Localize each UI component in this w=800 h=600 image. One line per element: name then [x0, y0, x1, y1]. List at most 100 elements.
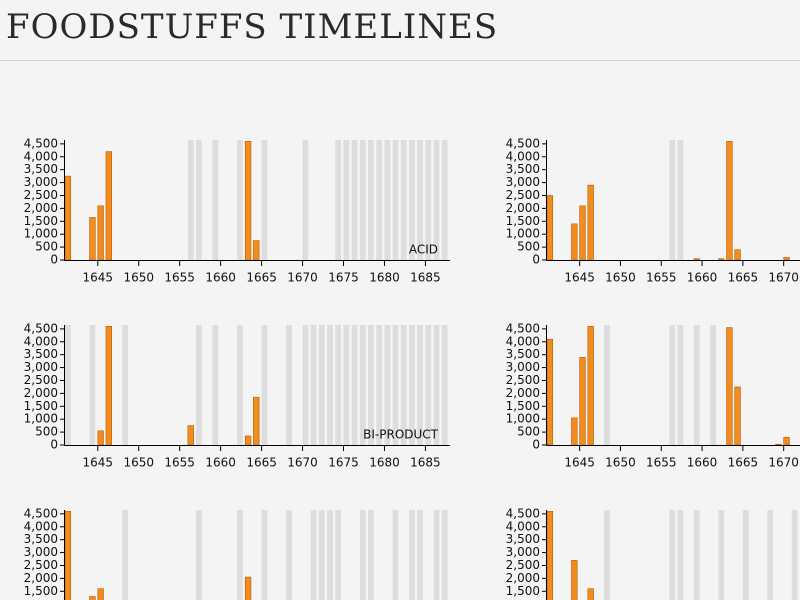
- y-tick-label: 2,500: [24, 558, 58, 572]
- bar: [546, 510, 554, 600]
- y-tick-label: 1,500: [506, 214, 540, 228]
- y-tick-label: 1,000: [506, 412, 540, 426]
- x-tick-label: 1655: [164, 271, 195, 285]
- y-tick-label: 2,000: [506, 201, 540, 215]
- y-tick-label: 4,500: [506, 321, 540, 335]
- x-tick-label: 1660: [205, 456, 236, 470]
- shaded-year: [409, 325, 415, 445]
- shaded-year: [718, 510, 725, 600]
- shaded-year: [318, 510, 325, 600]
- shaded-year: [441, 140, 448, 260]
- y-tick-label: 3,500: [24, 532, 58, 546]
- timeline-chart: 05001,0001,5002,0002,5003,0003,5004,0004…: [24, 136, 450, 285]
- y-tick-label: 3,000: [24, 360, 58, 374]
- y-tick-label: 2,000: [24, 201, 58, 215]
- bar: [571, 223, 578, 261]
- shaded-year: [669, 140, 676, 260]
- y-tick-label: 3,000: [506, 545, 540, 559]
- shaded-year: [335, 510, 342, 600]
- shaded-year: [310, 325, 317, 445]
- shaded-year: [669, 510, 676, 600]
- bar: [187, 425, 194, 446]
- shaded-year: [400, 140, 407, 260]
- y-tick-label: 3,000: [24, 175, 58, 189]
- shaded-year: [261, 325, 268, 445]
- bar: [571, 560, 578, 600]
- bar: [244, 435, 252, 446]
- y-tick-label: 2,500: [506, 373, 540, 387]
- x-tick-label: 1650: [605, 456, 636, 470]
- shaded-year: [335, 140, 342, 260]
- shaded-year: [196, 325, 202, 445]
- shaded-year: [425, 325, 432, 445]
- shaded-year: [261, 510, 268, 600]
- shaded-year: [343, 325, 350, 445]
- shaded-year: [368, 140, 374, 260]
- x-tick-label: 1650: [123, 456, 154, 470]
- x-tick-label: 1670: [287, 456, 318, 470]
- chart-label: BI-PRODUCT: [363, 428, 439, 442]
- x-tick-label: 1675: [328, 456, 359, 470]
- shaded-year: [604, 325, 610, 445]
- x-tick-label: 1645: [564, 271, 595, 285]
- shaded-year: [196, 510, 202, 600]
- shaded-year: [392, 510, 399, 600]
- x-tick-label: 1685: [410, 456, 441, 470]
- bar: [253, 396, 260, 446]
- x-tick-label: 1670: [768, 271, 799, 285]
- shaded-year: [65, 325, 71, 445]
- bar: [244, 140, 252, 261]
- shaded-year: [433, 325, 440, 445]
- shaded-year: [384, 140, 391, 260]
- y-tick-label: 500: [35, 425, 58, 439]
- x-tick-label: 1680: [369, 456, 400, 470]
- shaded-year: [302, 140, 309, 260]
- x-tick-label: 1645: [564, 456, 595, 470]
- y-tick-label: 3,000: [506, 360, 540, 374]
- shaded-year: [196, 140, 202, 260]
- y-tick-label: 1,000: [24, 227, 58, 241]
- shaded-year: [400, 325, 407, 445]
- bar: [579, 356, 586, 446]
- shaded-year: [409, 510, 415, 600]
- bar: [89, 596, 96, 600]
- y-tick-label: 4,500: [24, 321, 58, 335]
- shaded-year: [237, 510, 243, 600]
- shaded-year: [693, 325, 700, 445]
- y-tick-label: 1,500: [506, 584, 540, 598]
- y-tick-label: 1,000: [24, 412, 58, 426]
- y-tick-label: 1,500: [24, 214, 58, 228]
- bar: [89, 217, 96, 261]
- shaded-year: [392, 140, 399, 260]
- bar: [64, 175, 72, 261]
- y-tick-label: 500: [517, 240, 540, 254]
- shaded-year: [417, 325, 423, 445]
- bar: [105, 151, 112, 261]
- bar: [726, 140, 733, 261]
- y-tick-label: 1,000: [506, 227, 540, 241]
- shaded-year: [351, 325, 358, 445]
- y-tick-label: 4,000: [24, 519, 58, 533]
- shaded-year: [327, 325, 333, 445]
- y-tick-label: 4,500: [506, 506, 540, 520]
- y-tick-label: 3,500: [24, 347, 58, 361]
- y-tick-label: 3,500: [506, 347, 540, 361]
- bar: [783, 257, 790, 261]
- x-tick-label: 1670: [287, 271, 318, 285]
- y-tick-label: 4,500: [24, 136, 58, 150]
- bar: [546, 338, 554, 446]
- y-tick-label: 500: [35, 240, 58, 254]
- shaded-year: [677, 140, 684, 260]
- y-tick-label: 2,000: [24, 386, 58, 400]
- y-tick-label: 4,000: [24, 334, 58, 348]
- y-tick-label: 4,000: [506, 519, 540, 533]
- y-tick-label: 3,500: [506, 162, 540, 176]
- x-tick-label: 1665: [246, 271, 277, 285]
- x-tick-label: 1655: [164, 456, 195, 470]
- shaded-year: [767, 510, 774, 600]
- y-tick-label: 3,500: [24, 162, 58, 176]
- shaded-year: [392, 325, 399, 445]
- bar: [571, 417, 578, 446]
